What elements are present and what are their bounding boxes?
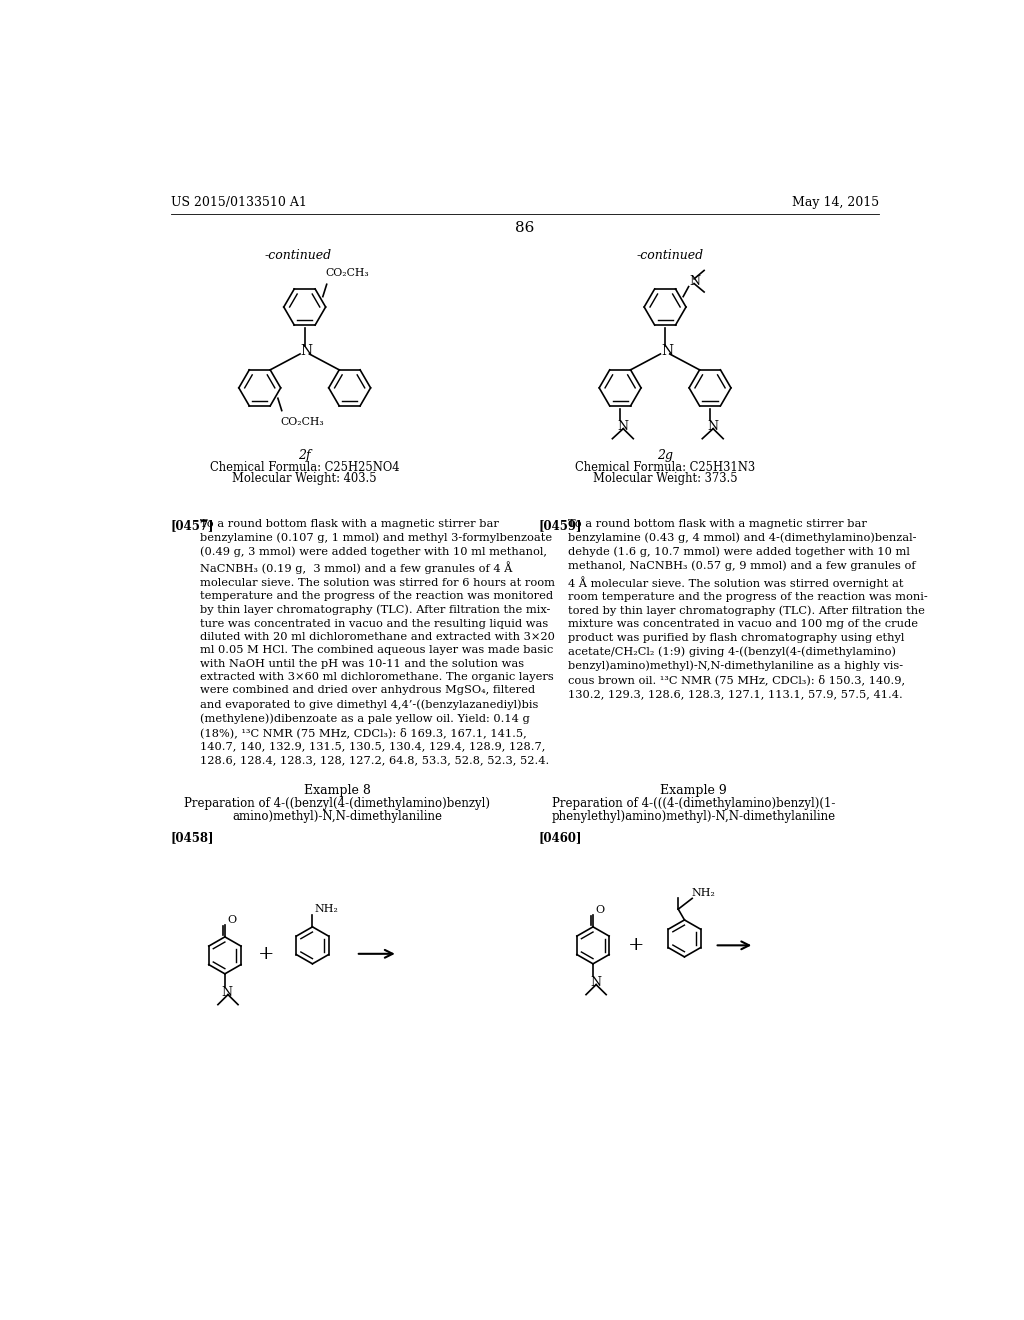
Text: N: N	[707, 420, 718, 433]
Text: 86: 86	[515, 222, 535, 235]
Text: Molecular Weight: 403.5: Molecular Weight: 403.5	[232, 473, 377, 486]
Text: [0458]: [0458]	[171, 832, 214, 845]
Text: Example 9: Example 9	[660, 784, 727, 797]
Text: CO₂CH₃: CO₂CH₃	[326, 268, 369, 279]
Text: +: +	[258, 945, 274, 962]
Text: N: N	[689, 275, 700, 288]
Text: -continued: -continued	[265, 249, 332, 261]
Text: May 14, 2015: May 14, 2015	[792, 195, 879, 209]
Text: N: N	[590, 975, 601, 989]
Text: Preparation of 4-(((4-(dimethylamino)benzyl)(1-: Preparation of 4-(((4-(dimethylamino)ben…	[552, 797, 836, 810]
Text: amino)methyl)-N,N-dimethylaniline: amino)methyl)-N,N-dimethylaniline	[232, 810, 442, 822]
Text: NH₂: NH₂	[691, 888, 716, 898]
Text: +: +	[628, 936, 644, 954]
Text: NH₂: NH₂	[314, 904, 339, 915]
Text: CO₂CH₃: CO₂CH₃	[281, 417, 324, 426]
Text: N: N	[662, 345, 674, 358]
Text: Chemical Formula: C25H25NO4: Chemical Formula: C25H25NO4	[210, 461, 399, 474]
Text: 2g: 2g	[657, 449, 673, 462]
Text: 2f: 2f	[298, 449, 311, 462]
Text: [0460]: [0460]	[539, 832, 583, 845]
Text: To a round bottom flask with a magnetic stirrer bar
benzylamine (0.43 g, 4 mmol): To a round bottom flask with a magnetic …	[568, 519, 928, 700]
Text: Example 8: Example 8	[304, 784, 371, 797]
Text: To a round bottom flask with a magnetic stirrer bar
benzylamine (0.107 g, 1 mmol: To a round bottom flask with a magnetic …	[200, 519, 555, 766]
Text: O: O	[595, 906, 604, 915]
Text: phenylethyl)amino)methyl)-N,N-dimethylaniline: phenylethyl)amino)methyl)-N,N-dimethylan…	[552, 810, 836, 822]
Text: -continued: -continued	[637, 249, 705, 261]
Text: N: N	[617, 420, 628, 433]
Text: Chemical Formula: C25H31N3: Chemical Formula: C25H31N3	[575, 461, 755, 474]
Text: Preparation of 4-((benzyl(4-(dimethylamino)benzyl): Preparation of 4-((benzyl(4-(dimethylami…	[184, 797, 490, 810]
Text: O: O	[227, 915, 237, 925]
Text: Molecular Weight: 373.5: Molecular Weight: 373.5	[593, 473, 737, 486]
Text: [0457]: [0457]	[171, 519, 214, 532]
Text: [0459]: [0459]	[539, 519, 583, 532]
Text: US 2015/0133510 A1: US 2015/0133510 A1	[171, 195, 306, 209]
Text: N: N	[301, 345, 313, 358]
Text: N: N	[222, 986, 232, 999]
